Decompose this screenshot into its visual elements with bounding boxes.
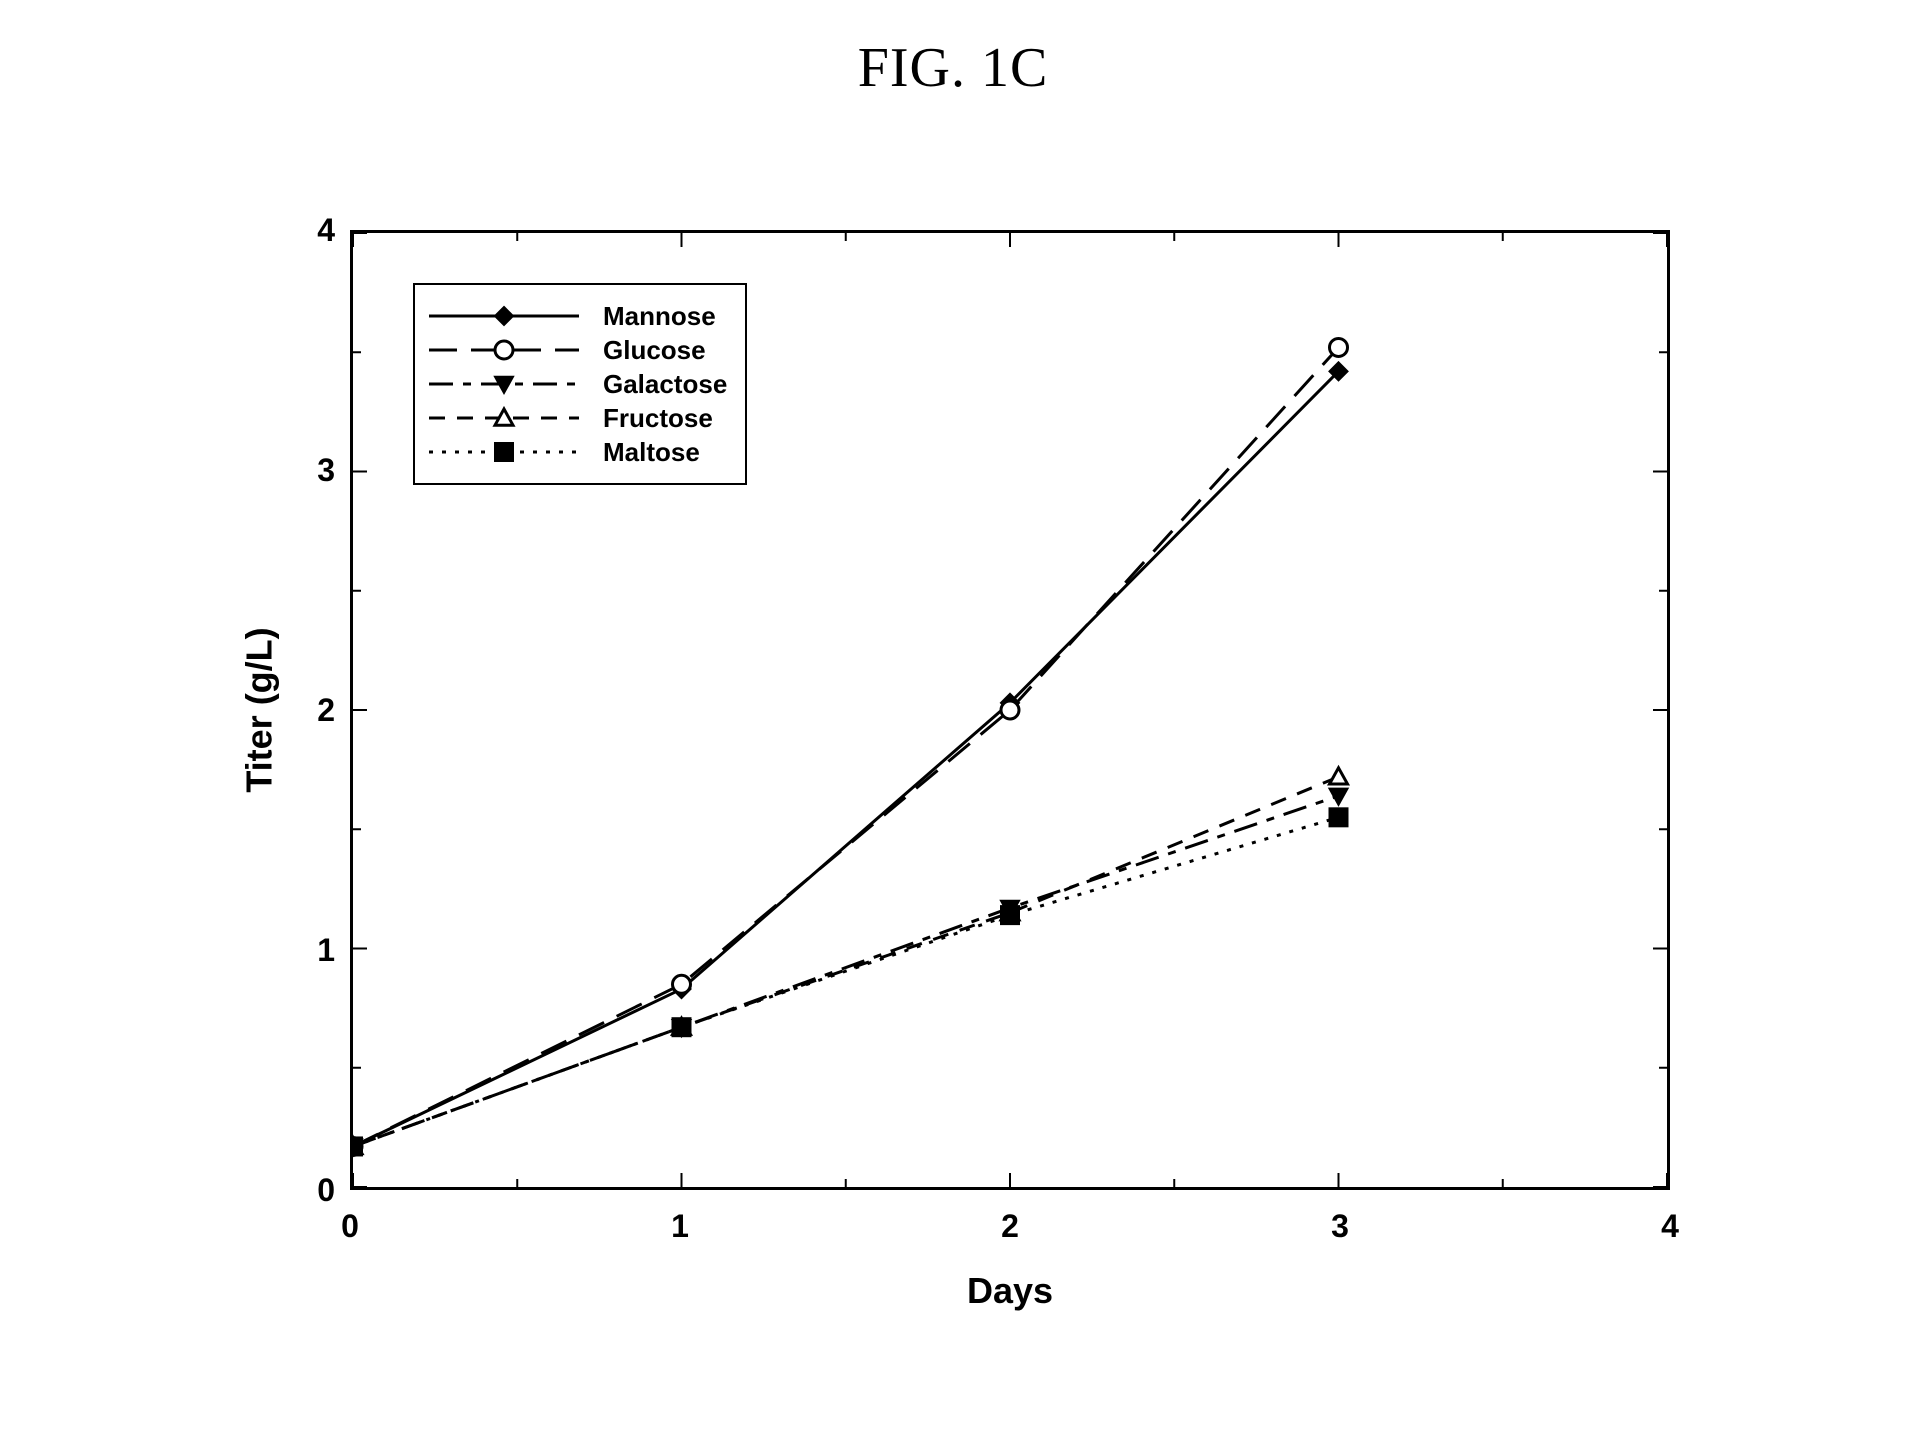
- legend-item-galactose: Galactose: [429, 367, 727, 401]
- y-axis-label: Titer (g/L): [240, 230, 280, 1190]
- legend-swatch: [429, 301, 579, 331]
- series-marker-maltose: [353, 1137, 362, 1155]
- legend-swatch: [429, 403, 579, 433]
- legend-label: Glucose: [603, 335, 706, 366]
- series-line-maltose: [353, 817, 1339, 1146]
- legend-item-fructose: Fructose: [429, 401, 727, 435]
- x-tick-label: 3: [1320, 1208, 1360, 1245]
- legend-label: Mannose: [603, 301, 716, 332]
- figure-title: FIG. 1C: [0, 36, 1906, 100]
- page: FIG. 1C Titer (g/L) MannoseGlucoseGalact…: [0, 0, 1906, 1432]
- series-marker-glucose: [673, 975, 691, 993]
- series-marker-glucose: [1330, 338, 1348, 356]
- series-marker-maltose: [1001, 906, 1019, 924]
- legend-swatch: [429, 369, 579, 399]
- x-tick-label: 2: [990, 1208, 1030, 1245]
- plot-area: MannoseGlucoseGalactoseFructoseMaltose: [350, 230, 1670, 1190]
- series-marker-glucose: [1001, 701, 1019, 719]
- legend-label: Fructose: [603, 403, 713, 434]
- series-marker-fructose: [1330, 768, 1348, 784]
- legend-swatch: [429, 335, 579, 365]
- series-marker-maltose: [1330, 808, 1348, 826]
- x-axis-label: Days: [350, 1270, 1670, 1312]
- legend-label: Maltose: [603, 437, 700, 468]
- series-line-fructose: [353, 777, 1339, 1147]
- y-tick-label: 0: [295, 1172, 335, 1209]
- legend-item-maltose: Maltose: [429, 435, 727, 469]
- series-marker-galactose: [1330, 789, 1348, 805]
- y-tick-label: 2: [295, 692, 335, 729]
- y-tick-label: 4: [295, 212, 335, 249]
- x-tick-label: 4: [1650, 1208, 1690, 1245]
- y-axis-label-text: Titer (g/L): [239, 627, 281, 792]
- y-tick-label: 3: [295, 452, 335, 489]
- x-tick-label: 1: [660, 1208, 700, 1245]
- x-tick-label: 0: [330, 1208, 370, 1245]
- legend-swatch: [429, 437, 579, 467]
- series-line-mannose: [353, 371, 1339, 1146]
- y-tick-label: 1: [295, 932, 335, 969]
- legend: MannoseGlucoseGalactoseFructoseMaltose: [413, 283, 747, 485]
- legend-label: Galactose: [603, 369, 727, 400]
- chart-container: Titer (g/L) MannoseGlucoseGalactoseFruct…: [180, 190, 1740, 1340]
- legend-item-glucose: Glucose: [429, 333, 727, 367]
- series-marker-maltose: [673, 1018, 691, 1036]
- legend-item-mannose: Mannose: [429, 299, 727, 333]
